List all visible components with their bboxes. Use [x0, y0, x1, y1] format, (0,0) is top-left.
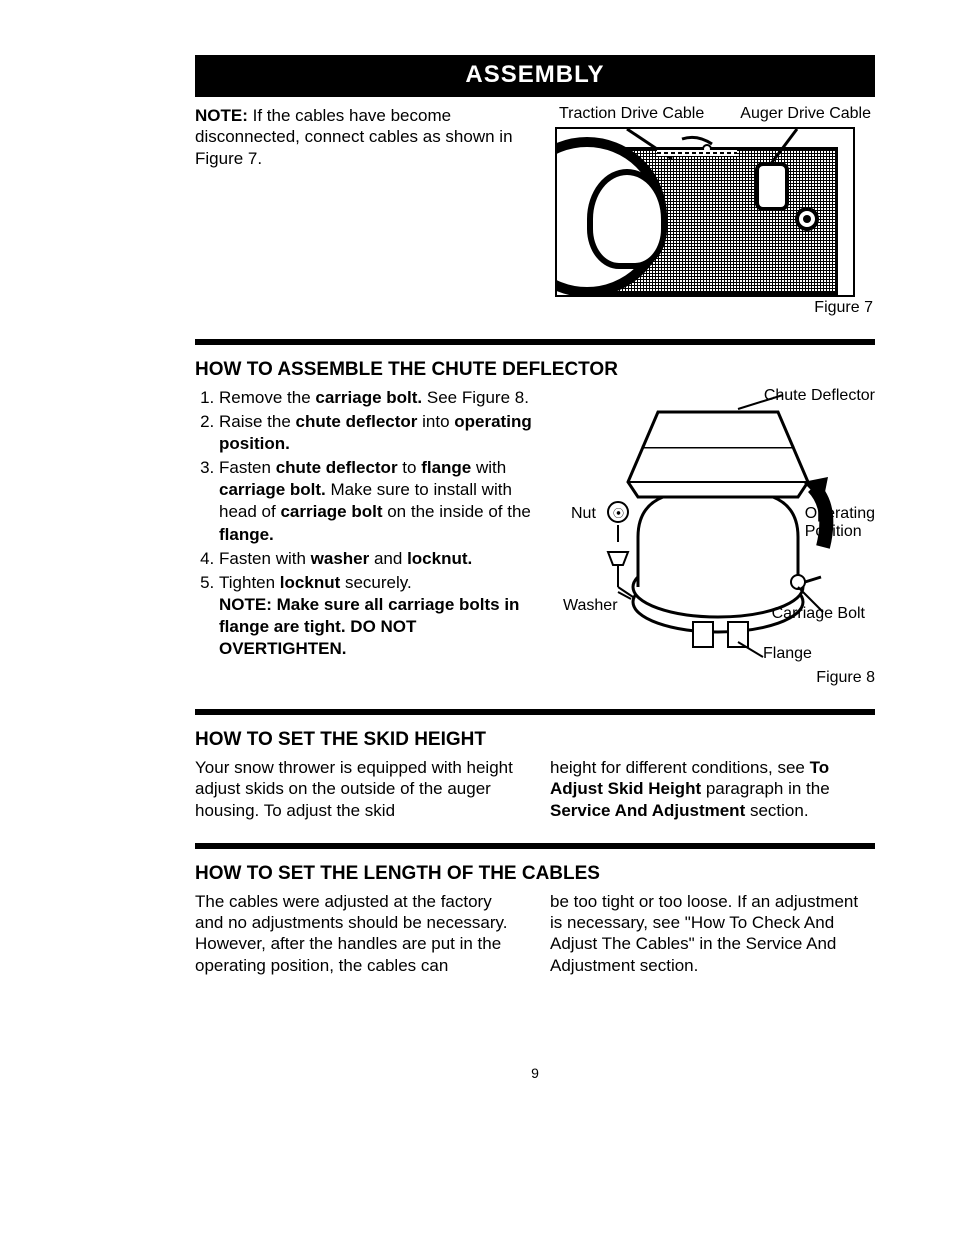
step-2: Raise the chute deflector into operating… — [219, 411, 545, 455]
step-5: Tighten locknut securely.NOTE: Make sure… — [219, 572, 545, 660]
label-carriage-bolt: Carriage Bolt — [772, 605, 865, 623]
label-nut: Nut — [571, 505, 596, 523]
figure-7-lines — [557, 129, 855, 297]
label-operating-position: Operating Position — [805, 505, 875, 540]
figure-8-container: ⦿ Chute Deflector Nut Operating Pos — [563, 387, 875, 687]
figure-7-caption: Figure 7 — [555, 299, 875, 317]
step-4: Fasten with washer and locknut. — [219, 548, 545, 570]
manual-page: ASSEMBLY NOTE: If the cables have become… — [195, 55, 875, 976]
divider — [195, 339, 875, 345]
label-traction-cable: Traction Drive Cable — [559, 105, 704, 123]
heading-cables: HOW TO SET THE LENGTH OF THE CABLES — [195, 863, 875, 885]
section-note-cables: NOTE: If the cables have become disconne… — [195, 105, 875, 317]
section-skid-height: HOW TO SET THE SKID HEIGHT Your snow thr… — [195, 729, 875, 821]
label-chute-deflector: Chute Deflector — [764, 387, 875, 405]
skid-col2: height for different conditions, see To … — [550, 757, 875, 821]
cables-col1: The cables were adjusted at the factory … — [195, 891, 520, 976]
figure-7-container: Traction Drive Cable Auger Drive Cable — [555, 105, 875, 317]
divider — [195, 843, 875, 849]
step-1: Remove the carriage bolt. See Figure 8. — [219, 387, 545, 409]
assembly-steps: Remove the carriage bolt. See Figure 8. … — [195, 387, 545, 660]
figure-7-illustration — [555, 127, 855, 297]
skid-col1: Your snow thrower is equipped with heigh… — [195, 757, 520, 821]
divider — [195, 709, 875, 715]
section-header-bar: ASSEMBLY — [195, 55, 875, 97]
heading-chute: HOW TO ASSEMBLE THE CHUTE DEFLECTOR — [195, 359, 875, 381]
label-washer: Washer — [563, 597, 618, 615]
figure-8-caption: Figure 8 — [816, 669, 875, 687]
svg-text:⦿: ⦿ — [613, 507, 624, 520]
section-cable-length: HOW TO SET THE LENGTH OF THE CABLES The … — [195, 863, 875, 976]
label-flange: Flange — [763, 645, 812, 663]
page-number: 9 — [195, 1065, 875, 1081]
cables-col2: be too tight or too loose. If an adjustm… — [550, 891, 875, 976]
step-3: Fasten chute deflector to flange with ca… — [219, 457, 545, 545]
note-text: NOTE: If the cables have become disconne… — [195, 105, 535, 317]
label-auger-cable: Auger Drive Cable — [740, 105, 871, 123]
heading-skid: HOW TO SET THE SKID HEIGHT — [195, 729, 875, 751]
steps-list-container: Remove the carriage bolt. See Figure 8. … — [195, 387, 545, 687]
section-chute-deflector: HOW TO ASSEMBLE THE CHUTE DEFLECTOR Remo… — [195, 359, 875, 687]
